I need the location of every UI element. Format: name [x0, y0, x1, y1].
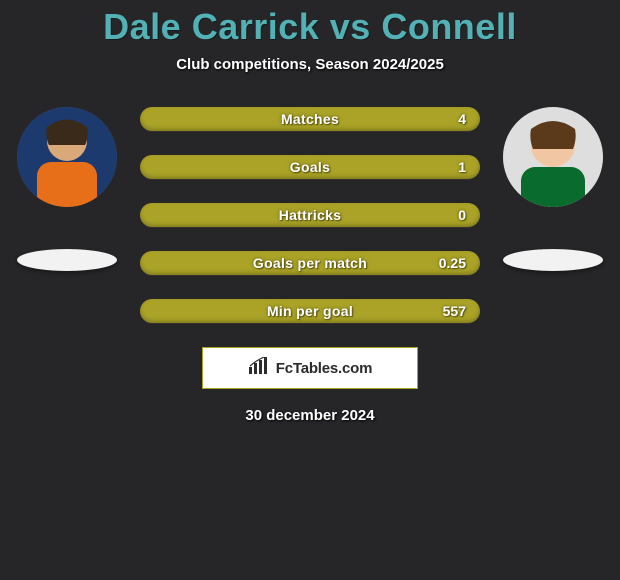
- stat-label: Hattricks: [279, 207, 342, 223]
- stat-value: 1: [458, 159, 466, 175]
- player-left-shadow: [17, 249, 117, 271]
- stats-column: Matches 4 Goals 1 Hattricks 0 Goals per …: [140, 107, 480, 323]
- stat-bar-goals-per-match: Goals per match 0.25: [140, 251, 480, 275]
- main-row: Matches 4 Goals 1 Hattricks 0 Goals per …: [0, 103, 620, 323]
- stat-value: 0.25: [439, 255, 466, 271]
- brand-text: FcTables.com: [276, 360, 373, 377]
- stat-value: 0: [458, 207, 466, 223]
- stat-label: Min per goal: [267, 303, 353, 319]
- player-right-avatar: [503, 107, 603, 207]
- player-avatar-placeholder-icon: [503, 107, 603, 207]
- stat-label: Matches: [281, 111, 339, 127]
- stat-bar-hattricks: Hattricks 0: [140, 203, 480, 227]
- player-left-avatar: [17, 107, 117, 207]
- stat-value: 557: [443, 303, 466, 319]
- stat-label: Goals: [290, 159, 330, 175]
- page-title: Dale Carrick vs Connell: [103, 6, 517, 48]
- player-right-column: [498, 103, 608, 271]
- bar-chart-icon: [248, 357, 270, 380]
- stat-bar-goals: Goals 1: [140, 155, 480, 179]
- player-avatar-placeholder-icon: [17, 107, 117, 207]
- player-right-shadow: [503, 249, 603, 271]
- stat-value: 4: [458, 111, 466, 127]
- comparison-card: Dale Carrick vs Connell Club competition…: [0, 0, 620, 424]
- stat-label: Goals per match: [253, 255, 367, 271]
- date-text: 30 december 2024: [245, 407, 374, 424]
- player-left-column: [12, 103, 122, 271]
- stat-bar-matches: Matches 4: [140, 107, 480, 131]
- stat-bar-min-per-goal: Min per goal 557: [140, 299, 480, 323]
- brand-badge[interactable]: FcTables.com: [202, 347, 418, 389]
- subtitle: Club competitions, Season 2024/2025: [176, 56, 444, 73]
